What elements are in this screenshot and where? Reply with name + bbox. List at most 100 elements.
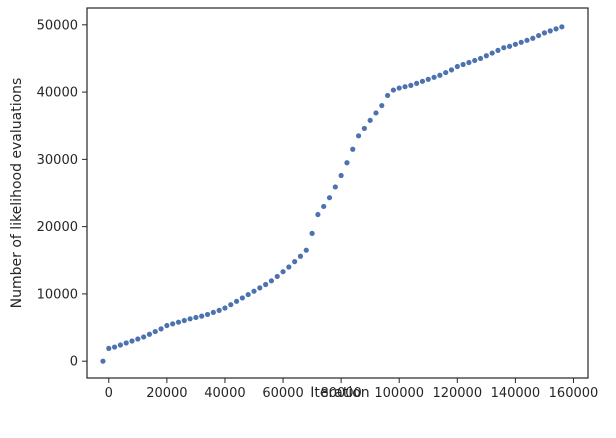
data-point (414, 80, 420, 86)
x-tick-label: 120000 (432, 386, 482, 401)
data-point (326, 195, 333, 201)
data-point (408, 82, 414, 88)
data-point (512, 41, 518, 47)
data-point (553, 26, 559, 32)
y-tick-label: 40000 (37, 86, 78, 101)
data-point (321, 203, 327, 210)
data-point (443, 69, 449, 76)
data-point (501, 45, 507, 51)
y-tick-label: 20000 (37, 220, 78, 235)
x-tick-label: 80000 (320, 386, 361, 401)
data-point (263, 281, 269, 288)
data-point (396, 85, 402, 91)
data-point (431, 74, 437, 80)
data-point (129, 338, 135, 344)
data-point (495, 47, 501, 53)
y-axis-ticks: 0 10000 20000 30000 40000 50000 (37, 18, 87, 370)
data-point (367, 117, 373, 123)
y-tick-label: 50000 (37, 18, 78, 33)
data-point (297, 253, 304, 259)
data-point (268, 278, 275, 284)
data-point (303, 247, 309, 253)
data-point (170, 321, 176, 327)
x-axis-title: Iteration (310, 385, 369, 401)
data-point (355, 133, 362, 139)
data-point (489, 50, 495, 56)
data-point (547, 28, 553, 34)
data-point (152, 328, 158, 335)
x-axis-ticks: 0 20000 40000 60000 80000 100000 120000 140000 1… (105, 378, 599, 401)
data-point (257, 285, 263, 291)
data-point (530, 35, 536, 41)
data-point (472, 57, 478, 64)
y-tick-label: 30000 (37, 153, 78, 168)
data-point (460, 61, 466, 68)
data-point (100, 358, 106, 364)
x-tick-label: 0 (105, 386, 113, 401)
data-point (146, 331, 153, 337)
data-point (251, 288, 257, 294)
data-point (402, 84, 408, 90)
data-point (175, 319, 182, 325)
data-point (216, 307, 222, 313)
data-point (123, 340, 129, 346)
data-point (338, 172, 344, 179)
data-point (350, 146, 356, 152)
data-point (506, 43, 513, 49)
data-point (373, 110, 379, 116)
data-point (111, 344, 118, 350)
data-point (454, 63, 460, 70)
x-tick-label: 20000 (146, 386, 187, 401)
data-point (524, 37, 530, 43)
data-point (437, 72, 443, 78)
x-tick-label: 40000 (204, 386, 245, 401)
data-point (390, 87, 397, 93)
data-point (344, 160, 350, 166)
data-point (274, 273, 280, 280)
y-tick-label: 0 (70, 355, 78, 370)
y-tick-label: 10000 (37, 287, 78, 302)
data-point (181, 317, 187, 324)
data-points (100, 24, 565, 364)
data-point (228, 302, 234, 308)
x-tick-label: 60000 (262, 386, 303, 401)
data-point (222, 305, 228, 311)
data-point (135, 336, 141, 342)
data-point (559, 24, 565, 30)
data-point (117, 342, 123, 348)
data-point (536, 32, 542, 39)
data-point (141, 334, 147, 340)
data-point (448, 67, 455, 73)
x-tick-label: 100000 (374, 386, 424, 401)
data-point (361, 125, 367, 132)
data-point (292, 259, 298, 265)
data-point (210, 309, 216, 316)
data-point (245, 291, 251, 298)
data-point (309, 230, 315, 236)
data-point (379, 102, 385, 109)
data-point (419, 78, 426, 84)
x-tick-label: 160000 (549, 386, 599, 401)
data-point (239, 295, 245, 301)
data-point (466, 59, 472, 66)
data-point (158, 326, 164, 332)
data-point (483, 53, 489, 59)
data-point (286, 264, 292, 270)
data-point (164, 322, 170, 329)
data-point (332, 184, 338, 190)
data-point (425, 76, 431, 82)
data-point (385, 92, 391, 99)
data-point (280, 269, 286, 275)
data-point (233, 298, 240, 304)
data-point (193, 314, 199, 321)
data-point (204, 311, 211, 318)
data-point (187, 316, 193, 322)
plot-frame (86, 7, 589, 379)
data-point (315, 211, 321, 218)
data-point (518, 39, 524, 45)
x-tick-label: 140000 (491, 386, 541, 401)
y-axis-title: Number of likelihood evaluations (9, 78, 25, 309)
data-point (541, 30, 548, 36)
data-point (477, 55, 484, 62)
